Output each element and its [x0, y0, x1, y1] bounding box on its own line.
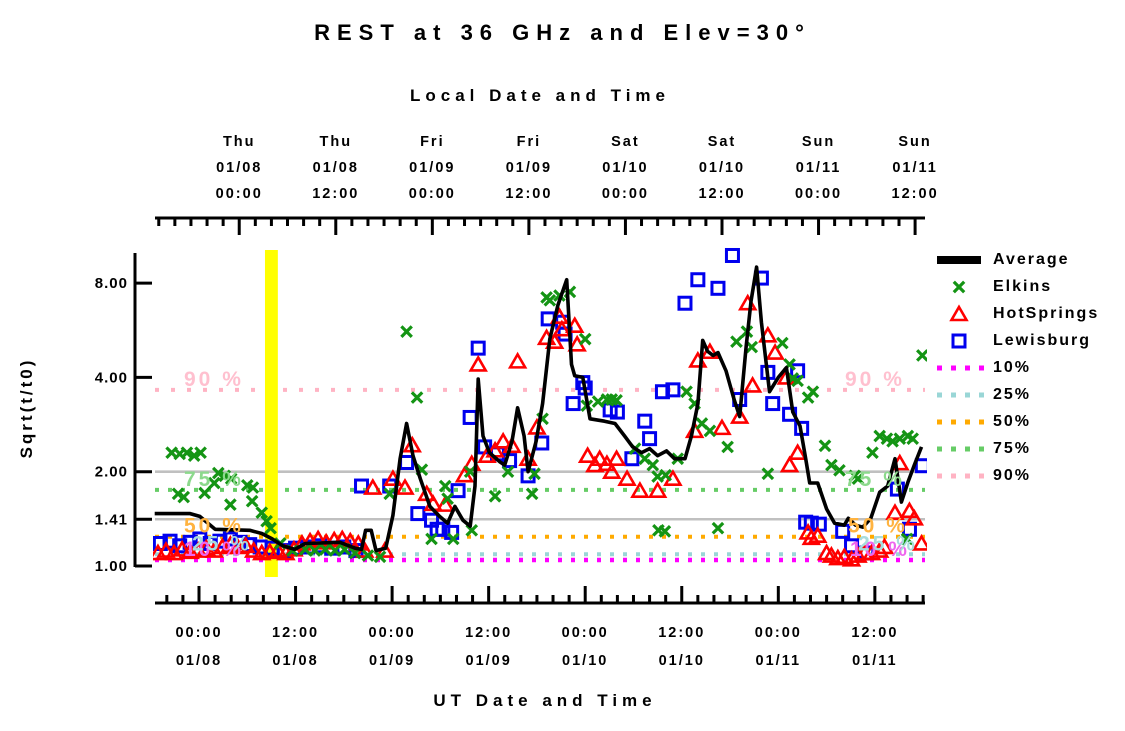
bottom-axis-title: UT Date and Time — [433, 691, 657, 710]
legend-item-average: Average — [935, 246, 1125, 273]
bottom-tick-time: 12:00 — [465, 625, 512, 641]
top-tick-time: 12:00 — [505, 186, 552, 202]
top-axis-title: Local Date and Time — [409, 86, 670, 105]
bottom-tick-time: 00:00 — [369, 625, 416, 641]
top-tick-day: Sat — [611, 134, 640, 150]
bottom-tick-time: 00:00 — [755, 625, 802, 641]
legend-item-p50: 50% — [935, 408, 1125, 435]
legend-label: 25% — [993, 385, 1032, 403]
top-tick-time: 12:00 — [892, 186, 939, 202]
legend-label: Elkins — [993, 277, 1053, 295]
top-tick-date: 01/08 — [313, 160, 359, 176]
legend-label: HotSprings — [993, 304, 1100, 322]
series-average-line — [154, 265, 924, 553]
top-tick-time: 00:00 — [602, 186, 649, 202]
hotsprings-swatch-icon — [949, 303, 969, 321]
top-tick-day: Fri — [420, 134, 445, 150]
legend-item-p25: 25% — [935, 381, 1125, 408]
top-tick-date: 01/10 — [699, 160, 745, 176]
p90-swatch-icon — [937, 473, 987, 478]
y-tick-label: 1.41 — [95, 511, 128, 528]
top-tick-day: Sun — [802, 134, 835, 150]
legend: Average Elkins HotSprings Lewisburg 10% 25% 50… — [935, 246, 1125, 489]
percentile-label-25%: 25 % — [192, 532, 252, 555]
p10-swatch-icon — [937, 365, 987, 370]
legend-item-hotsprings: HotSprings — [935, 300, 1125, 327]
legend-label: 10% — [993, 358, 1032, 376]
bottom-tick-date: 01/09 — [369, 653, 415, 669]
top-tick-date: 01/11 — [796, 160, 842, 176]
percentile-label-10%: 10 % — [850, 538, 910, 561]
legend-item-p75: 75% — [935, 435, 1125, 462]
lewisburg-swatch-icon — [951, 333, 967, 348]
y-tick-label: 8.00 — [95, 275, 128, 292]
p50-swatch-icon — [937, 419, 987, 424]
top-tick-date: 01/08 — [216, 160, 262, 176]
percentile-label-75%: 75 % — [845, 468, 905, 491]
top-tick-time: 00:00 — [216, 186, 263, 202]
legend-label: 75% — [993, 439, 1032, 457]
y-axis-title: Sqrt(t/t0) — [17, 357, 36, 459]
average-swatch-icon — [937, 255, 981, 264]
highlight-band — [264, 250, 278, 577]
bottom-tick-time: 12:00 — [851, 625, 898, 641]
percentile-label-50%: 50 % — [848, 515, 908, 538]
bottom-tick-date: 01/10 — [562, 653, 608, 669]
legend-item-lewisburg: Lewisburg — [935, 327, 1125, 354]
bottom-tick-date: 01/11 — [756, 653, 802, 669]
top-tick-day: Thu — [223, 134, 256, 150]
bottom-tick-time: 00:00 — [175, 625, 222, 641]
top-tick-day: Sat — [708, 134, 737, 150]
top-tick-time: 12:00 — [312, 186, 359, 202]
bottom-tick-date: 01/08 — [272, 653, 318, 669]
bottom-tick-time: 00:00 — [562, 625, 609, 641]
top-tick-day: Sun — [898, 134, 931, 150]
percentile-label-90%: 90 % — [845, 368, 905, 391]
series-layer — [153, 247, 927, 567]
legend-item-p10: 10% — [935, 354, 1125, 381]
percentile-label-25%: 25 % — [858, 532, 918, 555]
bottom-tick-time: 12:00 — [658, 625, 705, 641]
top-tick-time: 00:00 — [795, 186, 842, 202]
y-tick-label: 2.00 — [95, 464, 128, 481]
legend-label: 50% — [993, 412, 1032, 430]
top-tick-date: 01/09 — [506, 160, 552, 176]
top-tick-day: Thu — [319, 134, 352, 150]
bottom-tick-date: 01/10 — [659, 653, 705, 669]
percentile-label-50%: 50 % — [184, 515, 244, 538]
top-tick-time: 00:00 — [409, 186, 456, 202]
top-tick-date: 01/11 — [892, 160, 938, 176]
p25-swatch-icon — [937, 392, 987, 397]
legend-label: Average — [993, 250, 1070, 268]
top-tick-time: 12:00 — [698, 186, 745, 202]
page-title: REST at 36 GHz and Elev=30° — [314, 20, 811, 45]
percentile-label-10%: 10 % — [184, 538, 244, 561]
p75-swatch-icon — [937, 446, 987, 451]
top-tick-date: 01/10 — [602, 160, 648, 176]
top-tick-day: Fri — [517, 134, 542, 150]
y-tick-label: 1.00 — [95, 558, 128, 575]
elkins-swatch-icon — [952, 280, 966, 293]
bottom-tick-time: 12:00 — [272, 625, 319, 641]
y-tick-label: 4.00 — [95, 369, 128, 386]
percentile-label-90%: 90 % — [184, 368, 244, 391]
legend-item-p90: 90% — [935, 462, 1125, 489]
percentile-label-75%: 75 % — [184, 468, 244, 491]
legend-label: 90% — [993, 466, 1032, 484]
legend-label: Lewisburg — [993, 331, 1092, 349]
bottom-tick-date: 01/11 — [852, 653, 898, 669]
top-tick-date: 01/09 — [409, 160, 455, 176]
bottom-tick-date: 01/09 — [466, 653, 512, 669]
legend-item-elkins: Elkins — [935, 273, 1125, 300]
bottom-tick-date: 01/08 — [176, 653, 222, 669]
